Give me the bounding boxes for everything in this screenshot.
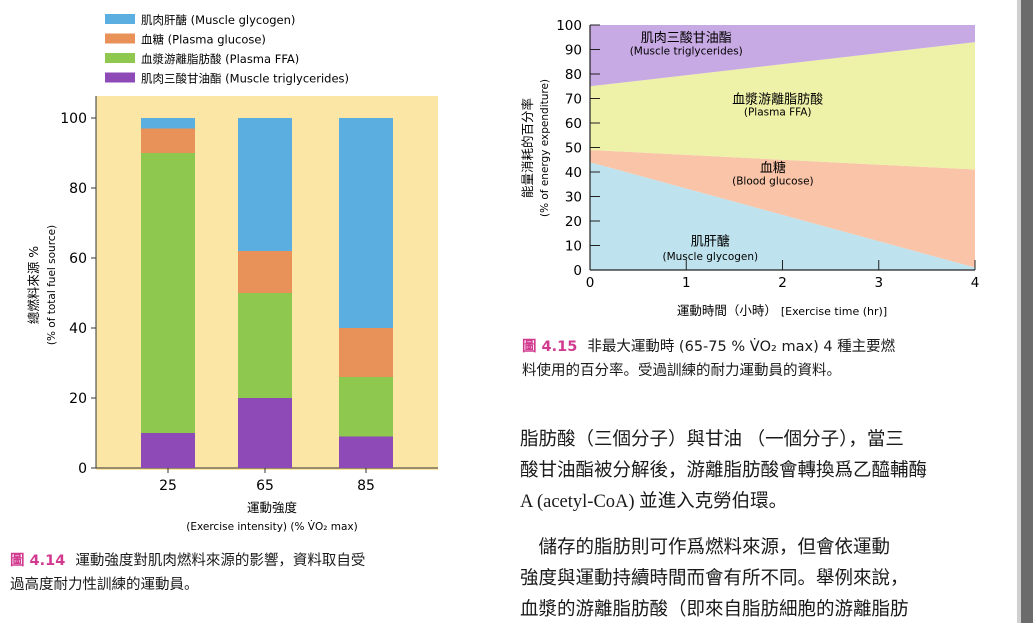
bar-segment [238, 398, 292, 468]
area-y-tick-label: 0 [573, 263, 582, 279]
area-label-en: (Muscle glycogen) [662, 251, 758, 263]
fig-4-15-caption-line1: 非最大運動時 (65-75 % V̇O₂ max) 4 種主要燃 [587, 339, 896, 355]
fig-4-14-caption-line1: 運動強度對肌肉燃料來源的影響，資料取自受 [75, 553, 366, 569]
legend-label: 血糖 (Plasma glucose) [141, 33, 266, 47]
area-x-tick-label: 2 [778, 275, 787, 291]
body-line: 血漿的游離脂肪酸（即來自脂肪細胞的游離脂肪 [520, 600, 909, 620]
bar-legend: 肌肉肝醣 (Muscle glycogen) 血糖 (Plasma glucose… [105, 13, 349, 86]
bar-y-tick-label: 80 [69, 181, 87, 197]
area-x-tick-label: 0 [586, 275, 595, 291]
area-y-tick-label: 80 [565, 67, 582, 83]
legend-swatch [105, 72, 135, 83]
body-line: 酸甘油酯被分解後，游離脂肪酸會轉換爲乙醯輔酶 [520, 461, 928, 481]
bar-y-tick-label: 40 [69, 321, 87, 337]
body-line: 儲存的脂肪則可作爲燃料來源，但會依運動 [520, 538, 891, 558]
bar-ylabel: 總燃料來源 % [26, 246, 41, 324]
bar-segment [339, 377, 393, 437]
legend-label: 肌肉三酸甘油酯 (Muscle triglycerides) [141, 72, 349, 86]
bar-xlabel-en: (Exercise intensity) (% V̇O₂ max) [186, 520, 357, 533]
bar-segment [339, 328, 393, 377]
area-ylabel-en: (% of energy expenditure) [539, 79, 551, 217]
area-marks [590, 25, 975, 270]
bar-x-tick-label: 25 [159, 478, 177, 494]
bar-segment [238, 293, 292, 398]
area-y-tick-label: 10 [565, 239, 582, 255]
page-edge-shadow [1017, 0, 1021, 623]
fig-4-15-caption: 圖 4.15 非最大運動時 (65-75 % V̇O₂ max) 4 種主要燃 料… [522, 335, 992, 383]
area-y-tick-label: 30 [565, 190, 582, 206]
fig-4-14-caption: 圖 4.14 運動強度對肌肉燃料來源的影響，資料取自受 過高度耐力性訓練的運動員。 [10, 549, 490, 597]
area-band [590, 162, 975, 270]
bar-segment [141, 433, 195, 468]
legend-label: 血漿游離脂肪酸 (Plasma FFA) [141, 52, 299, 66]
area-label: 肌肉三酸甘油酯 [641, 31, 732, 46]
area-chart-fig-4-15: 肌肝醣(Muscle glycogen) 血糖(Blood glucose) 血漿游… [520, 18, 979, 318]
body-paragraph-1: 脂肪酸（三個分子）與甘油 （一個分子），當三 酸甘油酯被分解後，游離脂肪酸會轉換… [520, 425, 990, 518]
area-y-tick-label: 70 [565, 92, 582, 108]
area-label: 肌肝醣 [691, 234, 730, 250]
body-line: 脂肪酸（三個分子）與甘油 （一個分子），當三 [520, 430, 904, 450]
area-label-en: (Blood glucose) [732, 175, 814, 187]
bar-x-tick-label: 85 [357, 478, 375, 494]
area-y-tick-label: 60 [565, 116, 582, 132]
legend-swatch [105, 53, 135, 63]
body-paragraph-2: 儲存的脂肪則可作爲燃料來源，但會依運動 強度與運動持續時間而會有所不同。舉例來說… [520, 533, 990, 626]
bar-ylabel-en: (% of total fuel source) [46, 225, 58, 345]
area-label: 血糖 [760, 160, 786, 176]
area-x-tick-label: 1 [682, 275, 691, 291]
area-x-tick-label: 4 [971, 275, 980, 291]
bar-segment [238, 118, 292, 251]
bar-xlabel: 運動強度 [247, 500, 298, 515]
area-y-tick-label: 20 [565, 214, 582, 230]
body-line: 強度與運動持續時間而會有所不同。舉例來說， [520, 569, 909, 589]
area-ylabel: 能量消耗的百分率 [520, 98, 535, 198]
bar-segment [141, 128, 195, 153]
body-line: A (acetyl-CoA) 並進入克勞伯環。 [520, 492, 788, 512]
legend-swatch [105, 14, 135, 24]
area-y-tick-label: 50 [565, 141, 582, 157]
bar-segment [141, 153, 195, 433]
bar-segment [339, 436, 393, 468]
fig-4-14-caption-line2: 過高度耐力性訓練的運動員。 [10, 577, 199, 593]
bar-y-tick-label: 60 [69, 251, 87, 267]
area-label-en: (Muscle triglycerides) [630, 45, 743, 57]
legend-label: 肌肉肝醣 (Muscle glycogen) [141, 13, 295, 27]
legend-swatch [105, 33, 135, 44]
fig-4-15-caption-line2: 料使用的百分率。受過訓練的耐力運動員的資料。 [522, 363, 841, 379]
area-band [590, 25, 975, 87]
area-labels: 肌肝醣(Muscle glycogen) 血糖(Blood glucose) 血漿游… [630, 31, 823, 263]
bar-y-tick-label: 0 [78, 461, 87, 477]
area-y-tick-label: 40 [565, 165, 582, 181]
bar-y-tick-label: 100 [60, 111, 87, 127]
area-y-tick-label: 100 [556, 18, 582, 34]
page-edge [1021, 0, 1033, 623]
bar-segment [141, 118, 195, 129]
area-band [590, 42, 975, 170]
bar-x-ticks: 25 65 85 [159, 468, 375, 494]
fig-4-15-number: 圖 4.15 [522, 339, 578, 355]
area-label-en: (Plasma FFA) [744, 107, 812, 119]
area-xlabel: 運動時間（小時） [Exercise time (hr)] [677, 303, 887, 318]
bar-segment [339, 118, 393, 328]
area-x-tick-label: 3 [874, 275, 883, 291]
area-xlabel-zh: 運動時間（小時） [677, 303, 777, 318]
area-band [590, 149, 975, 268]
area-xlabel-en: [Exercise time (hr)] [781, 305, 887, 318]
fig-4-14-number: 圖 4.14 [10, 553, 66, 569]
bar-y-tick-label: 20 [69, 391, 87, 407]
area-y-tick-label: 90 [565, 43, 582, 59]
area-axes: 0 10 20 30 40 50 60 70 80 90 100 0 1 2 3 4 [556, 18, 979, 291]
bar-segment [238, 251, 292, 293]
bar-marks [141, 118, 393, 468]
bar-chart-fig-4-14: 肌肉肝醣 (Muscle glycogen) 血糖 (Plasma glucose… [26, 13, 438, 533]
area-label: 血漿游離脂肪酸 [732, 91, 823, 107]
bar-x-tick-label: 65 [256, 478, 274, 494]
